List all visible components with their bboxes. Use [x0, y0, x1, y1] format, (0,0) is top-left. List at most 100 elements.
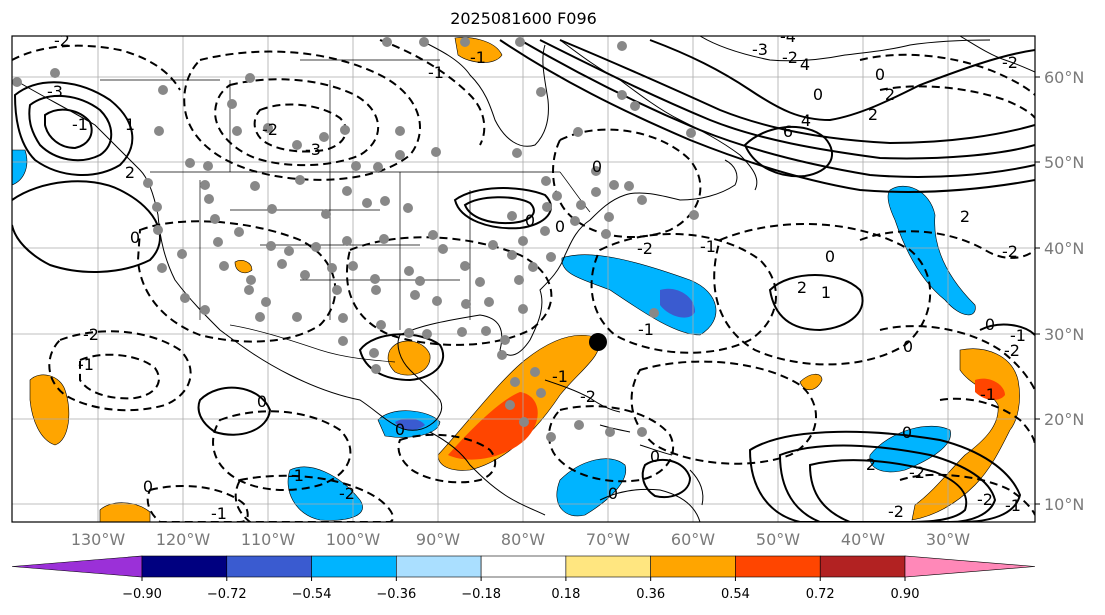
blue-shade-mexico	[287, 466, 363, 521]
lon-label-70w: 70°W	[586, 530, 630, 549]
contour-label: 0	[825, 247, 835, 266]
colorbar-swatch	[565, 555, 651, 578]
contour-label: -1	[700, 237, 716, 256]
contour-label: -2	[1002, 53, 1018, 72]
orange-small-1	[799, 373, 823, 391]
solid-contours	[12, 39, 1035, 522]
contour-label: 1	[821, 283, 831, 302]
lat-label-20n: 20°N	[1044, 410, 1084, 429]
colorbar-swatch	[396, 555, 482, 578]
contour-label: 2	[797, 278, 807, 297]
contour-label: 4	[800, 55, 810, 74]
colorbar-tick-label: −0.90	[122, 587, 162, 602]
lat-label-50n: 50°N	[1044, 153, 1084, 172]
contour-label: 0	[875, 65, 885, 84]
contour-label: -1	[72, 115, 88, 134]
contour-label: 0	[608, 484, 618, 503]
contour-label: -2	[888, 502, 904, 521]
contour-label: 0	[592, 157, 602, 176]
colorbar-swatch	[735, 555, 821, 578]
colorbar-tick-label: −0.18	[461, 587, 501, 602]
contour-label: -1	[980, 385, 996, 404]
storm-center-marker	[589, 333, 607, 351]
contour-label: 0	[985, 315, 995, 334]
contour-label: 0	[257, 392, 267, 411]
lon-label-90w: 90°W	[416, 530, 460, 549]
colorbar-swatch	[311, 555, 397, 578]
contour-label: -2	[977, 490, 993, 509]
colorbar-swatch	[480, 555, 567, 578]
contour-label: 0	[903, 337, 913, 356]
colorbar-tick-label: −0.72	[207, 587, 247, 602]
contour-label: 0	[650, 447, 660, 466]
latitude-labels: 60°N 50°N 40°N 30°N 20°N 10°N	[1035, 68, 1084, 514]
lat-label-40n: 40°N	[1044, 239, 1084, 258]
colorbar-tick-label: 0.72	[806, 587, 835, 602]
blue-shade-centralamerica	[556, 458, 627, 517]
contour-label: -1	[638, 320, 654, 339]
colorbar-tick-label: 0.90	[891, 587, 920, 602]
colorbar-swatch	[226, 555, 312, 578]
red-shade-east	[975, 378, 1005, 400]
lon-label-130w: 130°W	[71, 530, 126, 549]
contour-label: 2	[885, 85, 895, 104]
contour-label: -2	[339, 484, 355, 503]
contour-label: -1	[552, 367, 568, 386]
lon-label-100w: 100°W	[326, 530, 381, 549]
colorbar-arrow-high	[904, 555, 1036, 578]
contour-label: -1	[211, 504, 227, 523]
contour-label: 0	[555, 217, 565, 236]
blue-shade-east	[887, 185, 976, 316]
colorbar-tick-label: 0.36	[636, 587, 665, 602]
lon-label-50w: 50°W	[756, 530, 800, 549]
contour-label: 2	[868, 105, 878, 124]
contour-label: -2	[54, 31, 70, 50]
contour-label: -3	[305, 140, 321, 159]
contour-label: -1	[78, 355, 94, 374]
contour-label: -2	[909, 463, 925, 482]
contour-label: -3	[752, 40, 768, 59]
map-title: 2025081600 F096	[450, 9, 597, 28]
lon-label-40w: 40°W	[841, 530, 885, 549]
contour-label: 4	[801, 111, 811, 130]
colorbar-swatch	[819, 555, 906, 578]
contour-label: -1	[428, 63, 444, 82]
lon-label-110w: 110°W	[241, 530, 296, 549]
contour-label: 6	[783, 122, 793, 141]
colorbar-tick-label: −0.54	[292, 587, 332, 602]
contour-label: -2	[262, 120, 278, 139]
contour-label: 0	[143, 477, 153, 496]
contour-label: 2	[960, 207, 970, 226]
contour-label: 0	[813, 85, 823, 104]
colorbar-arrow-low	[11, 555, 143, 578]
station-dots	[12, 37, 699, 442]
shaded-fields	[12, 37, 1020, 522]
contour-label: 0	[130, 228, 140, 247]
longitude-labels: 130°W 120°W 110°W 100°W 90°W 80°W 70°W 6…	[71, 530, 970, 549]
contour-label: 2	[125, 163, 135, 182]
darkblue-shade-yucatan	[395, 418, 425, 430]
colorbar-tick-label: 0.54	[721, 587, 750, 602]
contour-label: 2	[866, 455, 876, 474]
contour-label: -2	[83, 325, 99, 344]
lat-label-60n: 60°N	[1044, 68, 1084, 87]
contour-label: -4	[780, 27, 796, 46]
colorbar-swatch	[141, 555, 228, 578]
darkblue-shade-atlantic	[660, 288, 695, 318]
lat-label-30n: 30°N	[1044, 325, 1084, 344]
map-frame	[11, 35, 1036, 523]
contour-label: -1	[288, 466, 304, 485]
lon-label-120w: 120°W	[156, 530, 211, 549]
orange-small-2	[234, 260, 253, 274]
contour-label: -2	[782, 48, 798, 67]
contour-label: -2	[580, 387, 596, 406]
contour-label: -2	[637, 239, 653, 258]
contour-label: -1	[470, 48, 486, 67]
contour-label: 1	[125, 115, 135, 134]
colorbar-tick-label: 0.18	[551, 587, 580, 602]
contour-label: -2	[1002, 242, 1018, 261]
lat-label-10n: 10°N	[1044, 495, 1084, 514]
lon-label-80w: 80°W	[501, 530, 545, 549]
